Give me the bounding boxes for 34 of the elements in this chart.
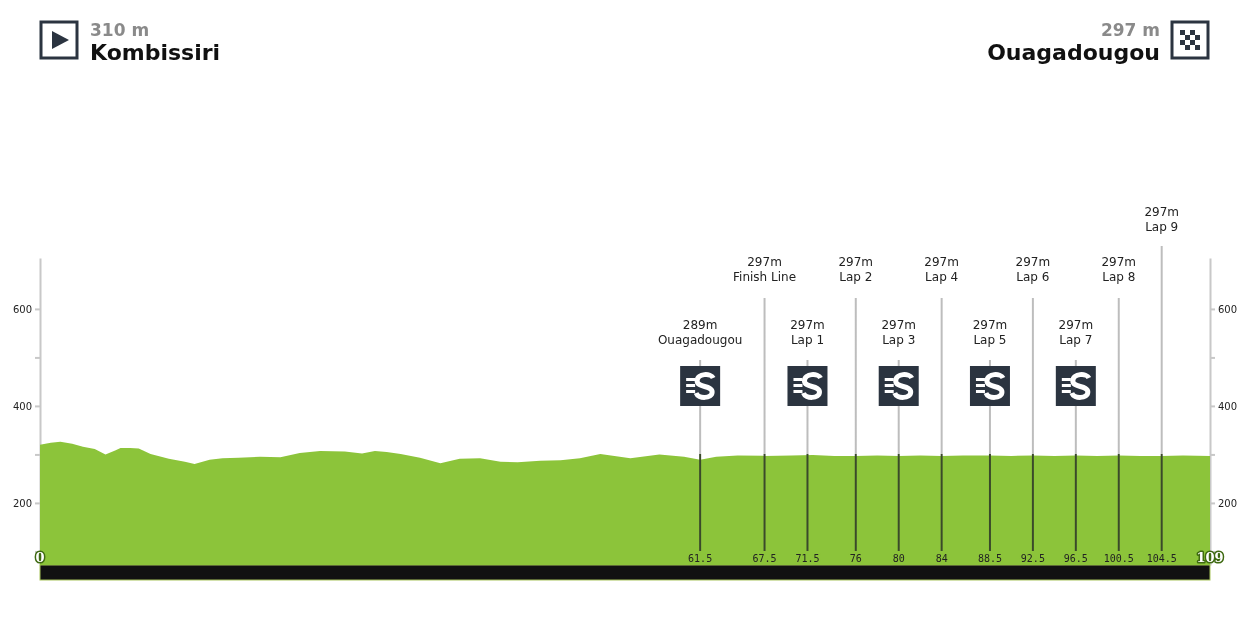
y-tick-label: 400 — [12, 400, 32, 412]
text: 310 m — [90, 20, 150, 40]
y2-tick-label: 400 — [1218, 400, 1238, 412]
ref-line-label: 297m Lap 8 — [1101, 255, 1137, 284]
text: Kombissiri — [90, 40, 221, 65]
x-tick-label: 109 — [1196, 550, 1224, 565]
x-tick-label: 92.5 — [1020, 553, 1045, 564]
text: Ouagadougou — [987, 40, 1160, 65]
x-tick-label: 76 — [849, 553, 862, 564]
ref-line-label: 297m Finish Line — [733, 255, 797, 284]
ref-line-label: 297m Lap 2 — [838, 255, 874, 284]
x-tick-label: 100.5 — [1103, 553, 1134, 564]
ref-line-label: 297m Lap 5 — [972, 318, 1008, 347]
ref-line-label: 297m Lap 4 — [924, 255, 959, 284]
y-tick-label: 200 — [12, 497, 32, 509]
ref-line-label: 297m Lap 9 — [1144, 205, 1179, 234]
x-tick-label: 71.5 — [795, 553, 820, 564]
y2-tick-label: 600 — [1218, 303, 1238, 315]
ref-line-label: 297m Lap 3 — [881, 318, 917, 347]
ref-line-label: 289m Ouagadougou — [657, 318, 743, 347]
x-tick-label: 96.5 — [1063, 553, 1088, 564]
ref-line-label: 297m Lap 6 — [1015, 255, 1051, 284]
x-tick-label: 88.5 — [977, 553, 1002, 564]
x-tick-label: 84 — [935, 553, 948, 564]
x-tick-label: 80 — [892, 553, 905, 564]
y2-tick-label: 200 — [1218, 497, 1238, 509]
x-tick-label: 0 — [35, 550, 45, 565]
ref-line-label: 297m Lap 1 — [790, 318, 825, 347]
ref-line-label: 297m Lap 7 — [1058, 318, 1094, 347]
y-tick-label: 600 — [12, 303, 32, 315]
x-tick-label: 104.5 — [1146, 553, 1177, 564]
x-tick-label: 67.5 — [752, 553, 777, 564]
text: 297 m — [1100, 20, 1160, 40]
x-tick-label: 61.5 — [688, 553, 713, 564]
